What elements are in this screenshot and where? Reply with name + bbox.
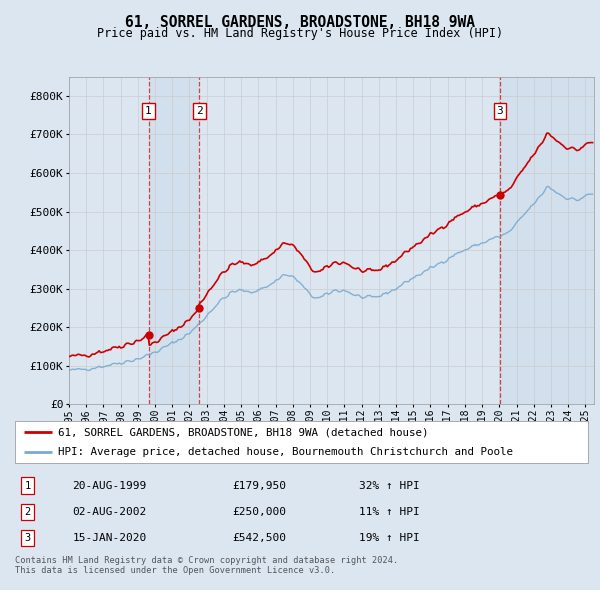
Text: £179,950: £179,950 <box>233 480 287 490</box>
Text: HPI: Average price, detached house, Bournemouth Christchurch and Poole: HPI: Average price, detached house, Bour… <box>58 447 513 457</box>
Text: 61, SORREL GARDENS, BROADSTONE, BH18 9WA (detached house): 61, SORREL GARDENS, BROADSTONE, BH18 9WA… <box>58 427 428 437</box>
Bar <box>500 77 594 404</box>
Text: 15-JAN-2020: 15-JAN-2020 <box>73 533 146 543</box>
Text: 11% ↑ HPI: 11% ↑ HPI <box>359 507 419 517</box>
Text: 3: 3 <box>497 106 503 116</box>
Text: This data is licensed under the Open Government Licence v3.0.: This data is licensed under the Open Gov… <box>15 566 335 575</box>
Text: Price paid vs. HM Land Registry's House Price Index (HPI): Price paid vs. HM Land Registry's House … <box>97 27 503 40</box>
Text: 32% ↑ HPI: 32% ↑ HPI <box>359 480 419 490</box>
Text: 02-AUG-2002: 02-AUG-2002 <box>73 507 146 517</box>
Text: 19% ↑ HPI: 19% ↑ HPI <box>359 533 419 543</box>
Text: 2: 2 <box>25 507 31 517</box>
Text: 1: 1 <box>25 480 31 490</box>
Text: 61, SORREL GARDENS, BROADSTONE, BH18 9WA: 61, SORREL GARDENS, BROADSTONE, BH18 9WA <box>125 15 475 30</box>
Text: Contains HM Land Registry data © Crown copyright and database right 2024.: Contains HM Land Registry data © Crown c… <box>15 556 398 565</box>
Text: £250,000: £250,000 <box>233 507 287 517</box>
Bar <box>149 77 199 404</box>
Text: £542,500: £542,500 <box>233 533 287 543</box>
Text: 20-AUG-1999: 20-AUG-1999 <box>73 480 146 490</box>
Text: 1: 1 <box>145 106 152 116</box>
Text: 3: 3 <box>25 533 31 543</box>
Text: 2: 2 <box>196 106 203 116</box>
